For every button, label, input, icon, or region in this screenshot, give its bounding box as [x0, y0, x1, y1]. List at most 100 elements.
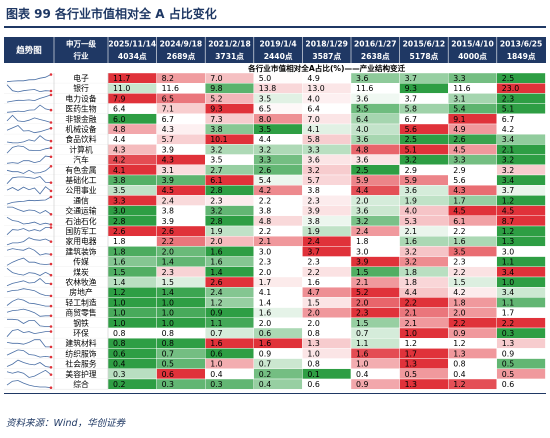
- trend-sparkline-end: [49, 366, 53, 369]
- industry-cell: [54, 368, 108, 379]
- industry-cell: [54, 144, 108, 155]
- heatmap-value: 3.9: [307, 207, 319, 216]
- heatmap-value: 5.9: [356, 176, 368, 185]
- heatmap-value: 4.1: [113, 166, 125, 175]
- industry-name: 环保: [73, 328, 89, 338]
- trend-sparkline: [6, 247, 52, 256]
- heatmap-value: 1.8: [113, 247, 125, 256]
- heatmap-value: 0.4: [113, 360, 125, 369]
- heatmap-value: 0.8: [113, 339, 125, 348]
- heatmap-value: 1.6: [259, 339, 271, 348]
- heatmap-value: 9.3: [405, 84, 417, 93]
- heatmap-value: 0.5: [405, 370, 417, 379]
- heatmap-value: 3.1: [162, 166, 174, 175]
- heatmap-value: 5.7: [307, 176, 319, 185]
- heatmap-value: 3.7: [307, 247, 319, 256]
- industry-cell: [54, 205, 108, 216]
- heatmap-cell: [496, 378, 546, 390]
- trend-sparkline: [6, 359, 52, 368]
- trend-cell: [4, 277, 54, 288]
- heatmap-value: 0.8: [162, 339, 174, 348]
- heatmap-value: 5.0: [259, 74, 271, 83]
- heatmap-value: 2.0: [453, 309, 465, 318]
- industry-cell: [54, 358, 108, 369]
- industry-name: 美容护理: [65, 369, 96, 379]
- title-rule: [4, 26, 546, 28]
- heatmap-value: 2.6: [210, 278, 222, 287]
- heatmap-value: 1.6: [405, 237, 417, 246]
- industry-name: 轻工制造: [65, 297, 96, 307]
- heatmap-value: 3.4: [502, 135, 514, 144]
- heatmap-value: 6.1: [453, 217, 465, 226]
- industry-name: 交通运输: [65, 206, 96, 216]
- industry-name: 石油石化: [65, 216, 96, 226]
- heatmap-value: 3.1: [453, 94, 465, 103]
- trend-sparkline-end: [49, 294, 53, 298]
- heatmap-value: 1.6: [259, 309, 271, 318]
- trend-cell: [4, 287, 54, 298]
- heatmap-value: 6.4: [113, 105, 125, 114]
- heatmap-value: 3.6: [356, 156, 368, 165]
- heatmap-value: 1.3: [405, 360, 417, 369]
- heatmap-value: 1.6: [356, 349, 368, 358]
- heatmap-value: 0.8: [162, 329, 174, 338]
- heatmap-value: 5.4: [453, 105, 465, 114]
- trend-sparkline-end: [49, 345, 53, 349]
- heatmap-value: 4.8: [113, 125, 125, 134]
- heatmap-value: 4.4: [259, 135, 271, 144]
- industry-cell: [54, 134, 108, 145]
- heatmap-value: 3.2: [259, 145, 271, 154]
- heatmap-value: 4.4: [356, 186, 368, 195]
- industry-name: 非银金融: [65, 114, 96, 124]
- trend-sparkline-end: [49, 223, 53, 226]
- industry-name: 社会服务: [65, 359, 96, 369]
- footer-rule: [4, 393, 546, 394]
- heatmap-value: 5.1: [405, 145, 417, 154]
- heatmap-value: 0.9: [502, 349, 514, 358]
- heatmap-value: 0.8: [307, 360, 319, 369]
- heatmap-value: 3.4: [502, 268, 514, 277]
- heatmap-value: 4.4: [113, 135, 125, 144]
- heatmap-value: 2.3: [259, 258, 271, 267]
- trend-sparkline-end: [49, 253, 53, 256]
- heatmap-value: 3.6: [405, 186, 417, 195]
- heatmap-value: 1.0: [113, 309, 125, 318]
- industry-cell: [54, 348, 108, 359]
- trend-cell: [4, 338, 54, 349]
- heatmap-value: 2.6: [162, 227, 174, 236]
- trend-sparkline: [6, 277, 52, 287]
- heatmap-value: 2.6: [259, 166, 271, 175]
- heatmap-value: 3.2: [356, 217, 368, 226]
- heatmap-value: 2.3: [502, 94, 514, 103]
- heatmap-value: 1.0: [162, 309, 174, 318]
- heatmap-value: 2.3: [307, 196, 319, 205]
- header-date: 2015/6/12: [403, 40, 446, 49]
- header-date: 2021/2/18: [208, 40, 251, 49]
- trend-sparkline: [6, 155, 52, 164]
- heatmap-value: 6.7: [502, 115, 514, 124]
- trend-sparkline: [6, 104, 52, 113]
- heatmap-value: 1.1: [502, 298, 514, 307]
- trend-sparkline: [6, 380, 52, 389]
- industry-name: 食品饮料: [65, 134, 96, 144]
- heatmap-value: 3.8: [259, 207, 271, 216]
- heatmap-value: 1.7: [453, 196, 465, 205]
- industry-cell: [54, 113, 108, 124]
- heatmap-value: 1.2: [405, 339, 417, 348]
- heatmap-value: 2.0: [356, 196, 368, 205]
- header-background: [4, 37, 546, 63]
- trend-sparkline-end: [49, 121, 53, 124]
- trend-sparkline: [6, 267, 52, 276]
- trend-sparkline-end: [49, 240, 53, 243]
- heatmap-value: 1.5: [113, 268, 125, 277]
- industry-cell: [54, 246, 108, 257]
- heatmap-value: 0.5: [502, 360, 514, 369]
- industry-name: 煤炭: [73, 267, 89, 277]
- trend-sparkline: [6, 176, 52, 184]
- trend-sparkline: [6, 349, 52, 358]
- industry-name: 通信: [73, 195, 89, 205]
- heatmap-value: 0.5: [162, 360, 174, 369]
- heatmap-value: 2.0: [210, 237, 222, 246]
- heatmap-value: 3.5: [259, 125, 271, 134]
- heatmap-value: 6.7: [405, 115, 417, 124]
